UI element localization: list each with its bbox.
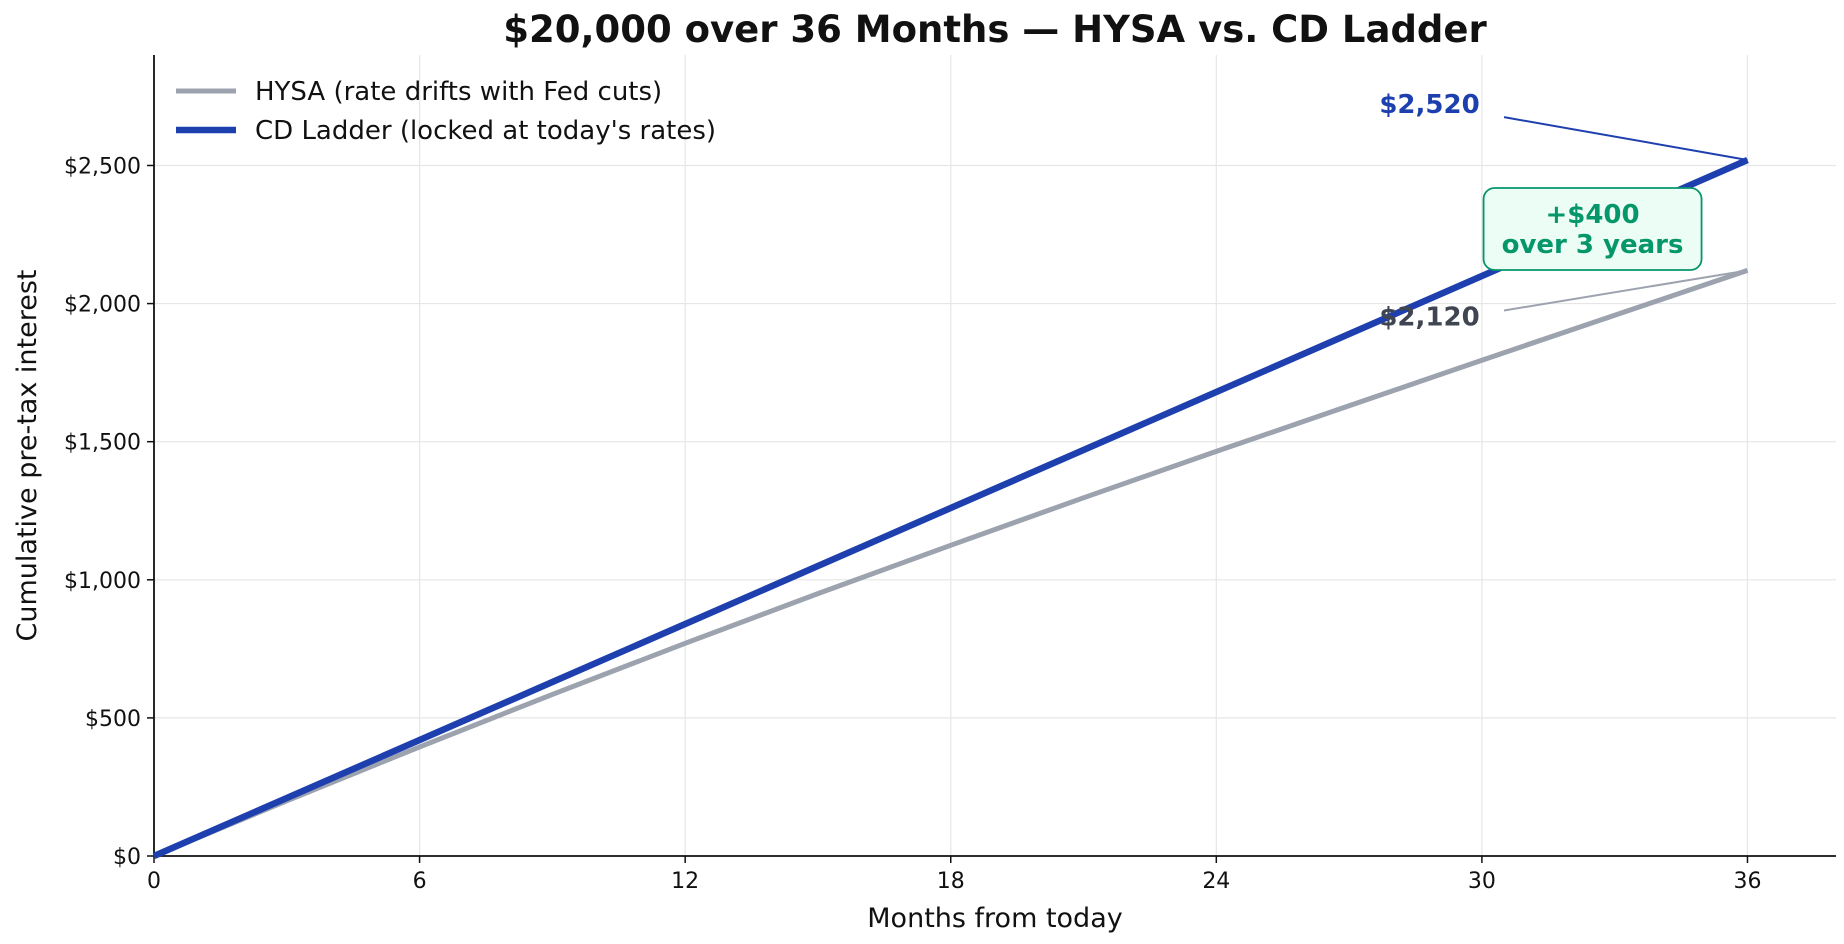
y-tick-label: $2,500 <box>64 154 141 179</box>
series-layer <box>152 157 1749 859</box>
end-label-pointer <box>1503 269 1748 312</box>
x-axis-label: Months from today <box>867 903 1122 934</box>
grid-layer <box>153 55 1836 857</box>
difference-badge-amount: +$400 <box>1545 200 1639 230</box>
y-tick-label: $1,500 <box>64 431 141 456</box>
series-line-cd-ladder <box>152 157 1749 859</box>
x-tick-label: 6 <box>413 869 427 894</box>
x-tick-label: 12 <box>671 869 699 894</box>
y-tick-label: $500 <box>85 707 141 732</box>
legend-label-cd-ladder: CD Ladder (locked at today's rates) <box>255 116 716 146</box>
end-value-label-hysa: $2,120 <box>1379 303 1479 333</box>
x-tick-label: 24 <box>1202 869 1230 894</box>
x-tick-label: 18 <box>937 869 965 894</box>
end-label-pointer <box>1503 116 1748 161</box>
series-line-hysa <box>153 268 1749 859</box>
x-tick-label: 30 <box>1468 869 1496 894</box>
end-value-label-cd-ladder: $2,520 <box>1379 90 1479 120</box>
chart-title: $20,000 over 36 Months — HYSA vs. CD Lad… <box>503 8 1487 51</box>
axes-layer: 0 6 12 18 24 30 36 $0 $500 $1,000 $1,500 $2,000 $2,5… <box>64 55 1836 894</box>
difference-badge <box>1482 187 1703 271</box>
legend: HYSA (rate drifts with Fed cuts) CD Ladde… <box>176 77 716 146</box>
y-tick-label: $0 <box>113 845 141 870</box>
y-tick-label: $1,000 <box>64 569 141 594</box>
difference-badge-period: over 3 years <box>1502 230 1684 260</box>
y-tick-label: $2,000 <box>64 293 141 318</box>
x-tick-label: 36 <box>1733 869 1761 894</box>
y-axis-label: Cumulative pre-tax interest <box>12 270 43 642</box>
legend-label-hysa: HYSA (rate drifts with Fed cuts) <box>255 77 662 107</box>
x-tick-label: 0 <box>147 869 161 894</box>
